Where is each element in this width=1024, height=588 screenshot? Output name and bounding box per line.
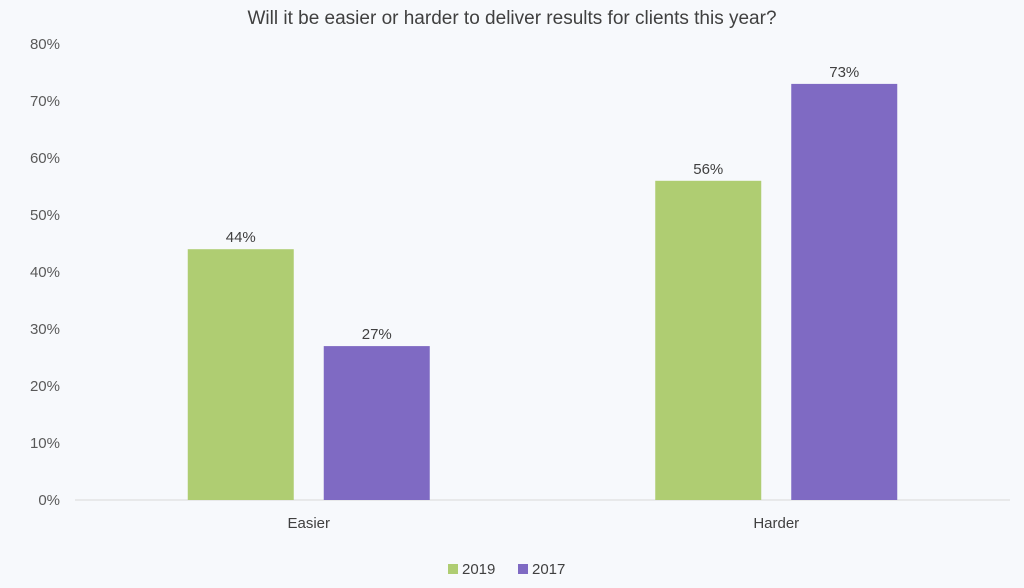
x-tick-label-harder: Harder [753,515,799,532]
x-tick-label-easier: Easier [287,515,330,532]
y-tick-label: 0% [38,492,60,509]
x-axis: Easier Harder [287,515,799,532]
y-tick-label: 80% [30,36,60,53]
bar-2017-easier [323,346,430,500]
y-tick-label: 30% [30,321,60,338]
y-tick-label: 50% [30,207,60,224]
bar-2019-easier [187,249,294,500]
chart-title: Will it be easier or harder to deliver r… [247,8,776,29]
bar-2019-harder [655,180,762,501]
bars-group: 44% 27% 56% 73% [187,64,898,501]
legend-label-2017: 2017 [532,561,565,578]
legend-swatch-2017 [518,564,528,574]
legend: 2019 2017 [448,561,565,578]
data-label: 27% [362,326,392,343]
y-tick-label: 60% [30,150,60,167]
legend-label-2019: 2019 [462,561,495,578]
legend-swatch-2019 [448,564,458,574]
data-label: 56% [693,161,723,178]
y-tick-label: 40% [30,264,60,281]
y-tick-label: 10% [30,435,60,452]
bar-2017-harder [791,83,898,501]
data-label: 73% [829,64,859,81]
data-label: 44% [226,229,256,246]
y-tick-label: 20% [30,378,60,395]
y-tick-label: 70% [30,93,60,110]
y-axis: 0% 10% 20% 30% 40% 50% 60% 70% 80% [30,36,60,509]
